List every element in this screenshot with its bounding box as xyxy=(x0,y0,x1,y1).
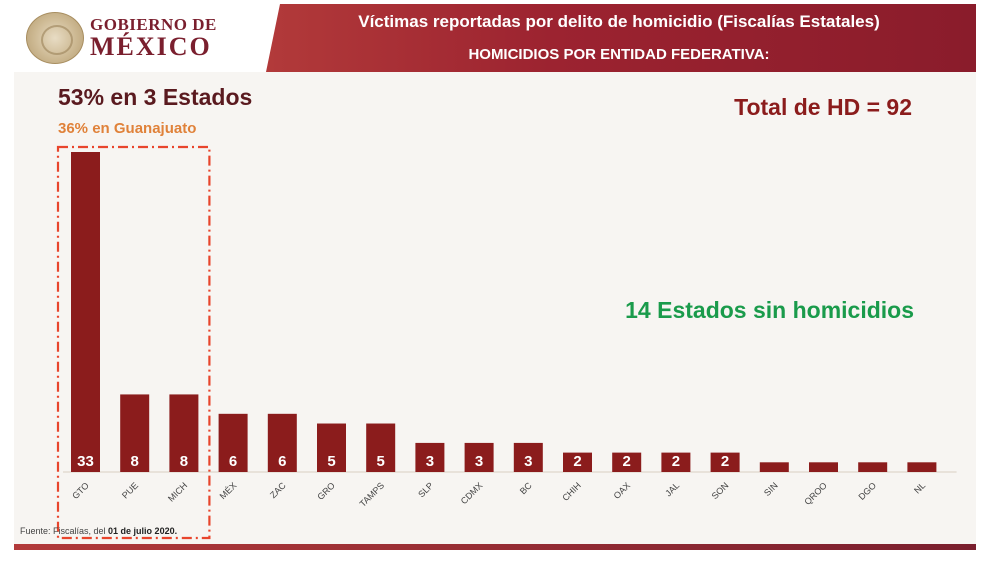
headline: 53% en 3 Estados xyxy=(58,84,253,110)
tick-label: SIN xyxy=(762,480,780,498)
data-label: 8 xyxy=(131,453,139,470)
source-date: 01 de julio 2020. xyxy=(108,526,178,536)
data-label: 6 xyxy=(278,453,286,470)
bar-cdmx xyxy=(464,442,494,472)
bar-son xyxy=(710,452,740,472)
bar-pue xyxy=(120,394,150,472)
tick-label: TAMPS xyxy=(358,480,387,509)
bar-zac xyxy=(267,413,297,472)
tick-label: JAL xyxy=(663,480,681,498)
bar-chart: 33 GTO 8 PUE 8 MICH 6 MÉX 6 ZAC 5 GRO 5 TAMPS 3 SLP 3 CDM… xyxy=(56,145,957,540)
coat-of-arms-icon xyxy=(26,12,84,64)
logo-text-line2: MÉXICO xyxy=(90,32,212,61)
bar-mich xyxy=(169,394,199,472)
data-label: 33 xyxy=(77,453,94,470)
tick-label: ZAC xyxy=(268,480,288,500)
data-label: 3 xyxy=(426,453,434,470)
bar-nl xyxy=(907,462,937,472)
tick-label: CHIH xyxy=(560,480,583,503)
data-label: 6 xyxy=(229,453,237,470)
bar-tamps xyxy=(366,423,396,472)
tick-label: MÉX xyxy=(218,480,239,501)
slide: GOBIERNO DE MÉXICO Víctimas reportadas p… xyxy=(14,4,976,550)
logo-text-line1: GOBIERNO DE xyxy=(90,15,217,34)
bar-méx xyxy=(218,413,248,472)
data-label: 2 xyxy=(721,453,729,470)
bar-sin xyxy=(759,462,789,472)
footer-bar xyxy=(14,544,976,550)
no-homicides-note: 14 Estados sin homicidios xyxy=(625,297,914,323)
data-label: 5 xyxy=(327,453,335,470)
tick-label: CDMX xyxy=(459,480,485,506)
data-label: 8 xyxy=(180,453,188,470)
tick-label: OAX xyxy=(612,480,633,501)
total-label: Total de HD = 92 xyxy=(734,94,912,120)
tick-label: GRO xyxy=(315,480,337,502)
tick-label: NL xyxy=(912,480,927,495)
bar-bc xyxy=(513,442,543,472)
page-subtitle: HOMICIDIOS POR ENTIDAD FEDERATIVA: xyxy=(468,46,770,63)
bar-jal xyxy=(661,452,691,472)
data-label: 5 xyxy=(377,453,385,470)
data-label: 3 xyxy=(475,453,483,470)
tick-label: BC xyxy=(518,480,534,496)
tick-label: GTO xyxy=(70,480,91,501)
tick-label: PUE xyxy=(120,480,140,500)
data-label: 2 xyxy=(623,453,631,470)
tick-label: SLP xyxy=(416,480,435,499)
page-title: Víctimas reportadas por delito de homici… xyxy=(358,12,880,31)
tick-label: SON xyxy=(710,480,731,501)
bar-slp xyxy=(415,442,445,472)
source-note: Fuente: Fiscalías, del 01 de julio 2020. xyxy=(20,526,177,536)
header: GOBIERNO DE MÉXICO Víctimas reportadas p… xyxy=(14,4,976,72)
bar-qroo xyxy=(809,462,838,472)
bar-chih xyxy=(563,452,592,472)
tick-label: MICH xyxy=(166,480,189,503)
header-band xyxy=(266,4,976,72)
bar-oax xyxy=(612,452,642,472)
bar-gto xyxy=(71,152,100,472)
subheadline: 36% en Guanajuato xyxy=(58,120,197,137)
data-label: 2 xyxy=(672,453,680,470)
highlight-box xyxy=(56,145,211,540)
tick-label: QROO xyxy=(802,480,829,507)
bar-dgo xyxy=(858,462,888,472)
tick-label: DGO xyxy=(857,480,879,502)
data-label: 2 xyxy=(573,453,581,470)
source-prefix: Fuente: Fiscalías, del xyxy=(20,526,109,536)
bar-gro xyxy=(317,423,346,472)
data-label: 3 xyxy=(524,453,532,470)
